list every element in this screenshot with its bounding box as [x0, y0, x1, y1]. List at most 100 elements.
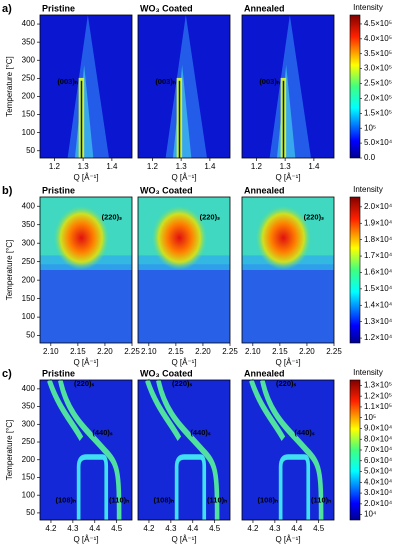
plot-frame — [39, 14, 133, 159]
y-axis-label: Temperature [°C] — [5, 56, 14, 117]
plot-frame — [241, 379, 335, 521]
x-tick-label: 1.2 — [251, 162, 263, 171]
map-peak — [255, 205, 311, 270]
y-tick-label: 350 — [22, 37, 36, 46]
colorbar-tick-label: 7.0×10⁴ — [364, 445, 393, 454]
x-axis-label: Q [Å⁻¹] — [73, 535, 98, 544]
plot-frame — [137, 14, 231, 159]
panel-title: Annealed — [244, 3, 285, 13]
map-peak — [53, 205, 109, 270]
plot-frame — [39, 379, 133, 521]
annotation: (220)ₛ — [304, 212, 325, 221]
panel-title: Annealed — [244, 368, 285, 378]
colorbar — [349, 196, 361, 344]
x-tick-label: 4.2 — [247, 524, 259, 533]
y-tick-label: 300 — [22, 55, 36, 64]
x-axis-label: Q [Å⁻¹] — [73, 173, 98, 182]
heatmap — [40, 197, 132, 343]
annotation: (220)ₛ — [200, 212, 221, 221]
panel-title: WO₃ Coated — [140, 185, 193, 195]
annotation: (220)ₛ — [102, 212, 123, 221]
x-tick-label: 4.3 — [165, 524, 177, 533]
colorbar-tick-label: 9.0×10⁴ — [364, 424, 393, 433]
x-tick-label: 2.20 — [195, 347, 211, 356]
map-trace — [249, 378, 286, 442]
map-background — [138, 264, 230, 343]
map-streak-core — [282, 80, 285, 158]
annotation: (003)ₕ — [155, 77, 176, 86]
x-tick-label: 4.5 — [111, 524, 123, 533]
colorbar-tick-label: 2.5×10⁵ — [364, 79, 392, 88]
map-trace — [156, 378, 220, 521]
x-axis-label: Q [Å⁻¹] — [275, 535, 300, 544]
x-tick-label: 2.10 — [245, 347, 261, 356]
heatmap — [138, 15, 230, 158]
colorbar-tick-label: 1.9×10⁴ — [364, 218, 393, 227]
colorbar — [349, 379, 361, 521]
map-streak-core — [80, 80, 83, 158]
y-tick-label: 250 — [22, 257, 36, 266]
annotation: (220)ₛ — [172, 379, 193, 388]
map-trace — [260, 378, 324, 521]
heatmap — [138, 197, 230, 343]
colorbar-tick-label: 8.0×10⁴ — [364, 434, 393, 443]
x-tick-label: 4.4 — [89, 524, 101, 533]
heatmap — [40, 15, 132, 158]
colorbar — [349, 14, 361, 159]
panel-title: Annealed — [244, 185, 285, 195]
annotation: (440)ₛ — [190, 428, 211, 437]
heatmap — [242, 378, 334, 521]
heatmap — [40, 378, 132, 521]
plot-frame — [137, 379, 231, 521]
colorbar-tick-label: 5.0×10⁴ — [364, 138, 393, 147]
colorbar-tick-label: 3.0×10⁴ — [364, 488, 393, 497]
map-trace — [278, 454, 311, 520]
x-tick-label: 2.25 — [124, 347, 140, 356]
colorbar-tick-label: 2.0×10⁵ — [364, 94, 392, 103]
x-axis-label: Q [Å⁻¹] — [171, 173, 196, 182]
x-tick-label: 1.4 — [106, 162, 118, 171]
x-tick-label: 2.20 — [97, 347, 113, 356]
x-tick-label: 2.15 — [168, 347, 184, 356]
panel-title: WO₃ Coated — [140, 368, 193, 378]
y-axis-label: Temperature [°C] — [5, 240, 14, 301]
x-tick-label: 4.2 — [143, 524, 155, 533]
annotation: (108)ₕ — [153, 495, 174, 504]
y-tick-label: 350 — [22, 402, 36, 411]
y-tick-label: 400 — [22, 384, 36, 393]
y-tick-label: 100 — [22, 312, 36, 321]
x-tick-label: 1.3 — [280, 162, 292, 171]
x-axis-label: Q [Å⁻¹] — [171, 358, 196, 367]
x-tick-label: 2.15 — [70, 347, 86, 356]
colorbar-tick-label: 4.0×10⁵ — [364, 34, 392, 43]
colorbar-tick-label: 1.5×10⁵ — [364, 108, 392, 117]
x-axis-label: Q [Å⁻¹] — [275, 358, 300, 367]
colorbar-label: Intensity — [353, 368, 383, 377]
colorbar-tick-label: 3.0×10⁵ — [364, 64, 392, 73]
map-trace — [47, 378, 84, 442]
panel-title: Pristine — [42, 185, 75, 195]
annotation: (003)ₕ — [259, 77, 280, 86]
map-trace — [76, 454, 109, 520]
map-background — [242, 264, 334, 343]
panel-title: Pristine — [42, 368, 75, 378]
map-trace — [174, 454, 207, 520]
y-tick-label: 100 — [22, 490, 36, 499]
y-tick-label: 150 — [22, 294, 36, 303]
x-tick-label: 4.3 — [269, 524, 281, 533]
annotation: (110)ₕ — [109, 495, 129, 504]
colorbar-tick-label: 1.8×10⁴ — [364, 235, 393, 244]
map-trace — [145, 378, 182, 442]
map-background — [40, 264, 132, 343]
map-shade — [165, 15, 207, 158]
y-tick-label: 300 — [22, 238, 36, 247]
y-tick-label: 400 — [22, 19, 36, 28]
annotation: (220)ₛ — [74, 379, 95, 388]
heatmap — [138, 378, 230, 521]
x-tick-label: 2.10 — [141, 347, 157, 356]
y-tick-label: 200 — [22, 275, 36, 284]
colorbar-tick-label: 3.5×10⁵ — [364, 49, 392, 58]
y-tick-label: 50 — [26, 508, 35, 517]
map-trace — [58, 378, 122, 521]
